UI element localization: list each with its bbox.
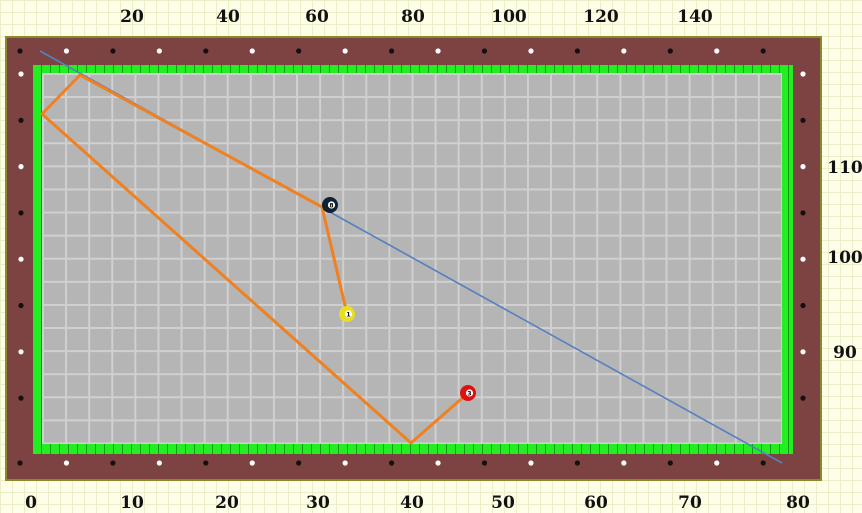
diamond-marker [110, 460, 116, 466]
top-axis-label: 80 [401, 7, 425, 27]
bottom-axis-label: 40 [400, 493, 424, 513]
diamond-marker [800, 395, 806, 401]
bottom-axis-label: 80 [786, 493, 810, 513]
diamond-marker [481, 460, 488, 466]
diamond-marker [800, 117, 806, 123]
diamond-marker [574, 48, 581, 54]
bottom-axis-label: 30 [306, 493, 330, 513]
ball-number-spot [327, 201, 336, 209]
diamond-marker [203, 460, 209, 466]
diamond-marker [800, 71, 806, 77]
diamond-marker [18, 395, 24, 401]
right-axis-label: 110 [827, 158, 862, 178]
bottom-axis-label: 60 [584, 493, 608, 513]
diamond-marker [800, 349, 806, 355]
diamond-marker [156, 460, 162, 466]
diamond-marker [296, 460, 302, 466]
table-felt [42, 73, 782, 444]
diamond-marker [18, 349, 24, 355]
diamond-marker [18, 210, 24, 216]
diamond-marker [435, 460, 441, 466]
diamond-marker [528, 48, 534, 54]
diamond-marker [342, 48, 348, 54]
diamond-marker [17, 460, 23, 466]
ball-number-spot [344, 310, 353, 318]
diamond-marker [18, 256, 24, 262]
diamond-marker [63, 48, 70, 54]
top-axis-label: 40 [216, 7, 240, 27]
diamond-marker [621, 460, 627, 466]
diamond-marker [389, 48, 395, 54]
diamond-marker [714, 460, 720, 466]
diamond-marker [621, 48, 627, 54]
diamond-marker [760, 48, 766, 54]
diamond-marker [528, 460, 534, 466]
diamond-marker [574, 460, 581, 466]
diamond-marker [18, 164, 24, 170]
top-axis-label: 140 [677, 7, 713, 27]
bottom-axis-label: 20 [215, 493, 239, 513]
diamond-marker [667, 48, 673, 54]
top-axis-label: 60 [305, 7, 329, 27]
diamond-marker [110, 48, 116, 54]
diamond-marker [18, 117, 24, 123]
diamond-marker [667, 460, 673, 466]
diamond-marker [435, 48, 441, 54]
diamond-marker [203, 48, 209, 54]
top-axis-label: 100 [491, 7, 527, 27]
ball-number: 3 [467, 391, 471, 398]
top-axis-label: 120 [583, 7, 619, 27]
ball-number: 8 [329, 203, 333, 210]
diamond-marker [760, 460, 766, 466]
diamond-marker [800, 164, 806, 170]
diamond-marker [800, 256, 806, 262]
diamond-marker [249, 460, 255, 466]
ball-number-spot [465, 389, 474, 397]
diamond-marker [481, 48, 488, 54]
top-axis-label: 20 [120, 7, 144, 27]
diamond-marker [800, 210, 806, 216]
diamond-marker [296, 48, 302, 54]
diamond-marker [389, 460, 395, 466]
diamond-marker [17, 48, 23, 54]
diamond-marker [342, 460, 348, 466]
diamond-marker [249, 48, 255, 54]
right-axis-label: 100 [827, 248, 862, 268]
diamond-marker [18, 71, 24, 77]
bottom-axis-label: 70 [678, 493, 702, 513]
diamond-marker [714, 48, 720, 54]
diamond-marker [156, 48, 162, 54]
bottom-axis-label: 50 [491, 493, 515, 513]
right-axis-label: 90 [833, 343, 857, 363]
bottom-axis-label: 10 [120, 493, 144, 513]
diamond-marker [63, 460, 70, 466]
diamond-marker [800, 302, 806, 309]
bottom-axis-label: 0 [25, 493, 37, 513]
ball-number: 1 [346, 312, 350, 319]
diamond-marker [18, 302, 24, 309]
shot-path [40, 73, 469, 445]
